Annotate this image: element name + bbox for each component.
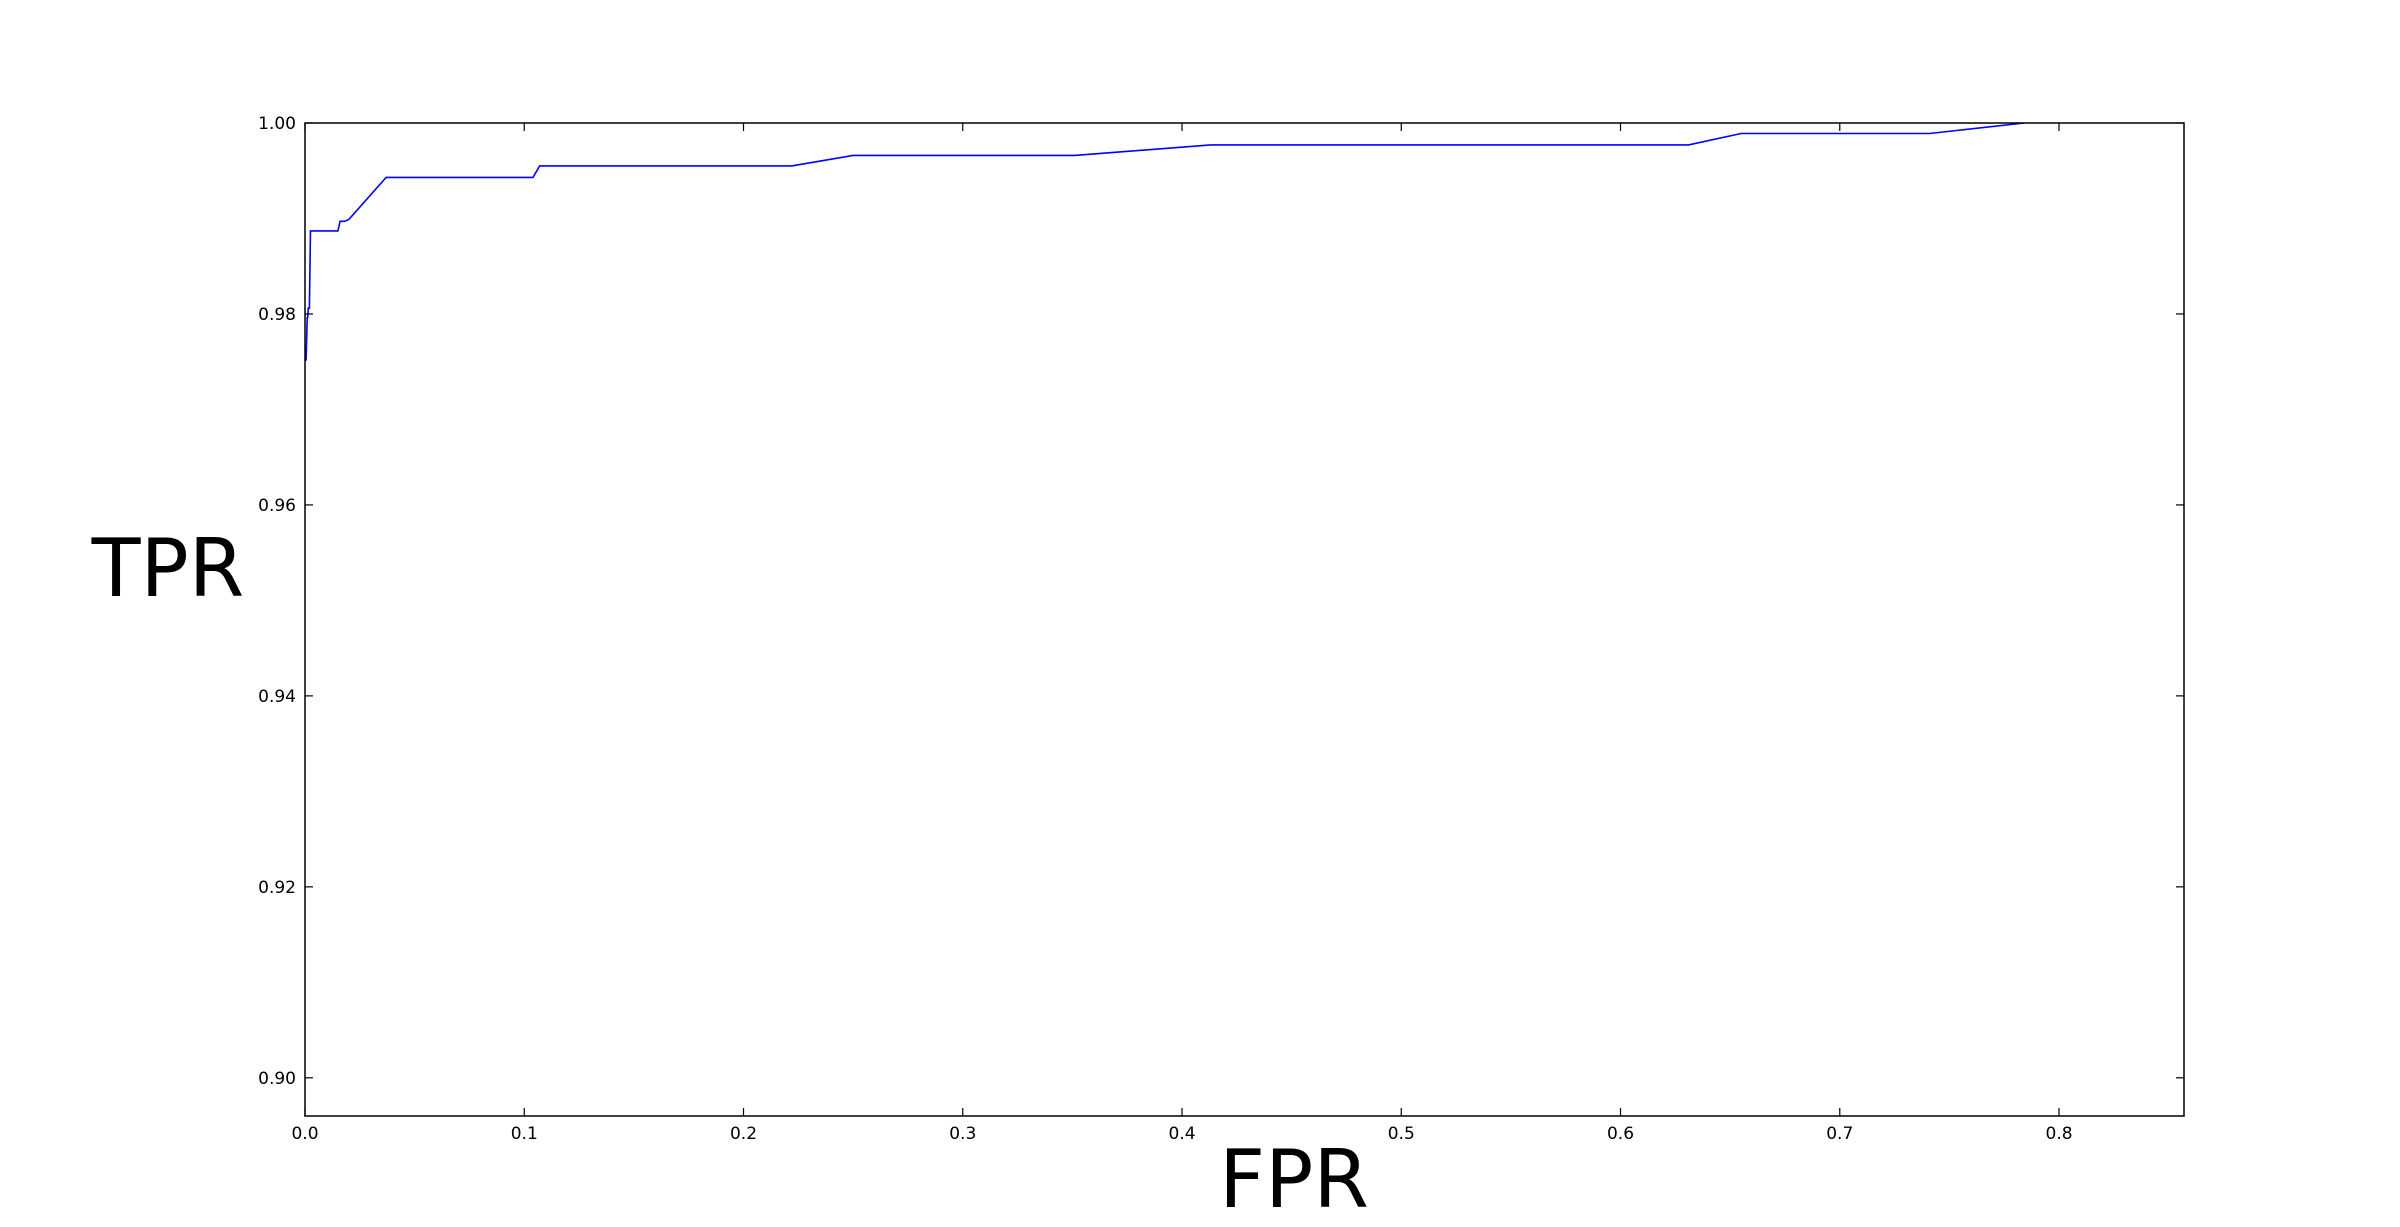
y-axis-label: TPR — [91, 522, 245, 615]
x-tick-label: 0.0 — [291, 1124, 318, 1144]
x-tick-label: 0.7 — [1826, 1124, 1853, 1144]
y-axis-ticks: 0.90 0.92 0.94 0.96 0.98 1.00 — [258, 114, 2184, 1089]
x-axis-label: FPR — [1219, 1133, 1369, 1226]
y-tick-label: 1.00 — [258, 114, 296, 134]
y-tick-label: 0.98 — [258, 305, 296, 325]
y-tick-label: 0.94 — [258, 687, 296, 707]
x-tick-label: 0.4 — [1168, 1124, 1195, 1144]
y-tick-label: 0.90 — [258, 1069, 296, 1089]
x-axis-ticks: 0.0 0.1 0.2 0.3 0.4 0.5 0.6 0.7 0.8 — [291, 123, 2073, 1144]
y-tick-label: 0.96 — [258, 496, 296, 516]
x-tick-label: 0.6 — [1607, 1124, 1634, 1144]
y-tick-label: 0.92 — [258, 878, 296, 898]
x-tick-label: 0.3 — [949, 1124, 976, 1144]
x-tick-label: 0.5 — [1388, 1124, 1415, 1144]
data-layer — [305, 122, 2025, 361]
x-tick-label: 0.1 — [511, 1124, 538, 1144]
x-tick-label: 0.2 — [730, 1124, 757, 1144]
roc-curve-line — [305, 122, 2025, 361]
plot-area-frame — [304, 122, 2185, 1117]
x-tick-label: 0.8 — [2046, 1124, 2073, 1144]
